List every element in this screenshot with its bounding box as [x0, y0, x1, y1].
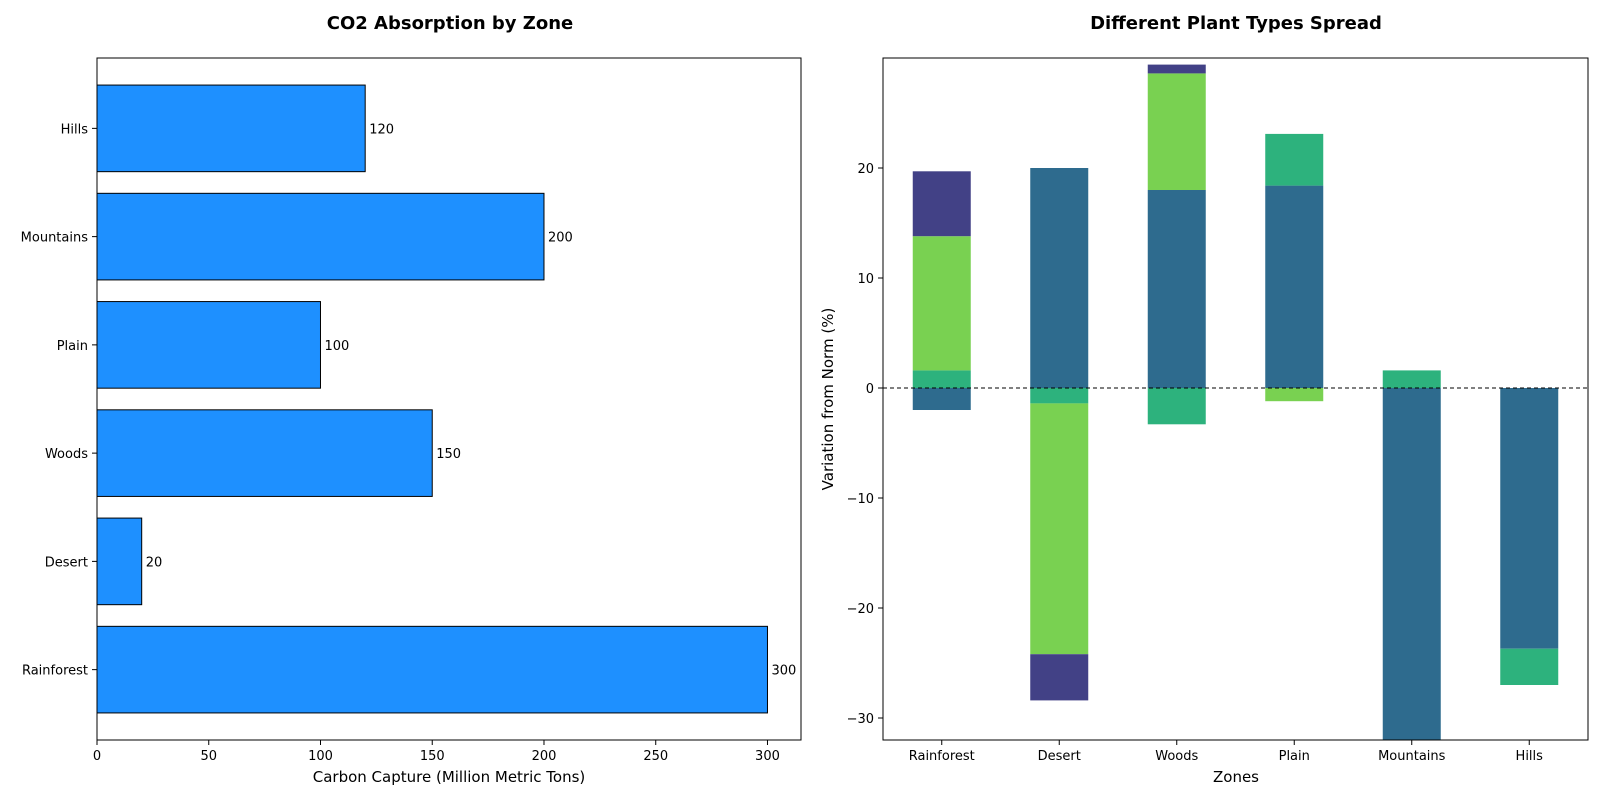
x-tick-label-rainforest: Rainforest [909, 749, 975, 764]
x-tick-label: 300 [755, 749, 780, 764]
y-tick-label: 20 [857, 162, 874, 177]
bar-value-label-mountains: 200 [548, 231, 573, 246]
bar-segment-rainforest-2 [912, 236, 971, 371]
right-x-axis-ticks: Rainforest Desert Woods Plain Mountains Hills [909, 740, 1543, 764]
x-tick-label-mountains: Mountains [1378, 749, 1446, 764]
bar-mountains [96, 192, 545, 281]
bar-value-label-desert: 20 [146, 555, 163, 570]
y-tick-label-woods: Woods [45, 447, 88, 462]
bar-segment-mountains-0 [1382, 388, 1441, 740]
left-bars: 300 20 150 100 200 120 [96, 84, 796, 714]
x-tick-label: 200 [532, 749, 557, 764]
x-tick-label-hills: Hills [1516, 749, 1544, 764]
right-y-axis-label: Variation from Norm (%) [819, 308, 837, 491]
y-tick-label: 0 [866, 382, 874, 397]
bar-segment-hills-1 [1500, 648, 1559, 685]
bar-rainforest [96, 625, 768, 714]
y-tick-label-plain: Plain [57, 339, 88, 354]
bar-desert [96, 517, 143, 606]
bar-segment-plain-0 [1265, 185, 1324, 388]
y-tick-label: −10 [847, 492, 874, 507]
y-tick-label-hills: Hills [61, 122, 89, 137]
bar-segment-desert-1 [1030, 388, 1089, 404]
bar-segment-plain-2 [1265, 388, 1324, 402]
co2-absorption-chart: CO2 Absorption by Zone 300 20 150 100 200 120… [21, 13, 802, 786]
bar-segment-hills-0 [1500, 388, 1559, 649]
x-tick-label: 50 [200, 749, 217, 764]
bar-segment-rainforest-0 [912, 388, 971, 410]
bar-plain [96, 301, 321, 389]
y-tick-label-desert: Desert [45, 555, 88, 570]
left-x-axis-label: Carbon Capture (Million Metric Tons) [313, 768, 586, 786]
bar-segment-mountains-1 [1382, 370, 1441, 388]
bar-segment-woods-3 [1147, 64, 1206, 74]
bar-segment-rainforest-1 [912, 370, 971, 388]
y-tick-label-rainforest: Rainforest [22, 664, 88, 679]
bar-segment-woods-0 [1147, 190, 1206, 388]
right-bars [912, 64, 1559, 740]
bar-segment-desert-3 [1030, 654, 1089, 701]
left-x-axis-ticks: 0 50 100 150 200 250 300 [93, 740, 780, 764]
right-y-axis-ticks: −30 −20 −10 0 10 20 [847, 162, 883, 727]
x-tick-label-woods: Woods [1155, 749, 1198, 764]
bar-value-label-woods: 150 [436, 447, 461, 462]
y-tick-label: 10 [857, 272, 874, 287]
bar-value-label-plain: 100 [324, 339, 349, 354]
x-tick-label: 0 [93, 749, 101, 764]
bar-segment-rainforest-3 [912, 171, 971, 237]
right-chart-title: Different Plant Types Spread [1090, 13, 1382, 34]
right-plot-frame [882, 57, 1589, 741]
left-y-axis-ticks: Rainforest Desert Woods Plain Mountains Hills [21, 122, 97, 679]
left-plot-frame [96, 57, 802, 741]
y-tick-label: −20 [847, 602, 874, 617]
bar-hills [96, 84, 366, 173]
right-x-axis-label: Zones [1213, 768, 1259, 786]
x-tick-label: 150 [420, 749, 445, 764]
x-tick-label-desert: Desert [1038, 749, 1081, 764]
bar-segment-woods-1 [1147, 388, 1206, 425]
y-tick-label: −30 [847, 712, 874, 727]
x-tick-label-plain: Plain [1279, 749, 1310, 764]
bar-woods [96, 409, 433, 497]
bar-value-label-hills: 120 [369, 122, 394, 137]
y-tick-label-mountains: Mountains [21, 231, 89, 246]
plant-types-chart: Different Plant Types Spread Rainforest D… [819, 13, 1589, 786]
bar-segment-desert-2 [1030, 403, 1089, 655]
left-chart-title: CO2 Absorption by Zone [327, 13, 574, 34]
x-tick-label: 250 [643, 749, 668, 764]
x-tick-label: 100 [308, 749, 333, 764]
bar-segment-woods-2 [1147, 73, 1206, 190]
bar-segment-plain-1 [1265, 133, 1324, 186]
bar-segment-desert-0 [1030, 168, 1089, 388]
bar-value-label-rainforest: 300 [771, 664, 796, 679]
